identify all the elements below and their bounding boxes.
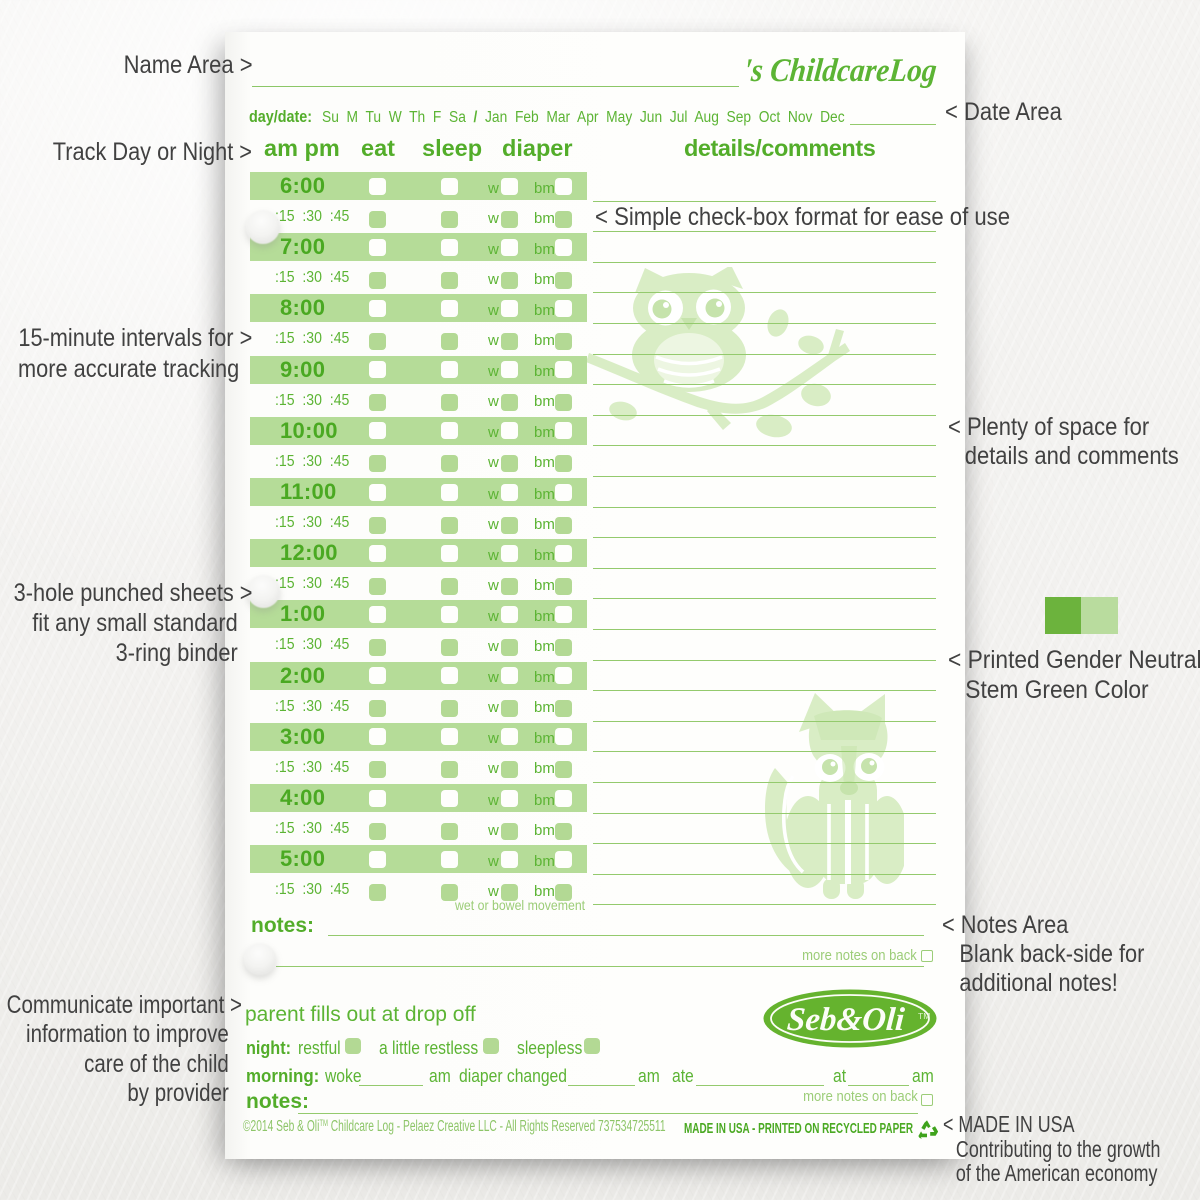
svg-text:Seb&Oli: Seb&Oli [786, 1002, 907, 1038]
svg-text:TM: TM [918, 1011, 930, 1021]
